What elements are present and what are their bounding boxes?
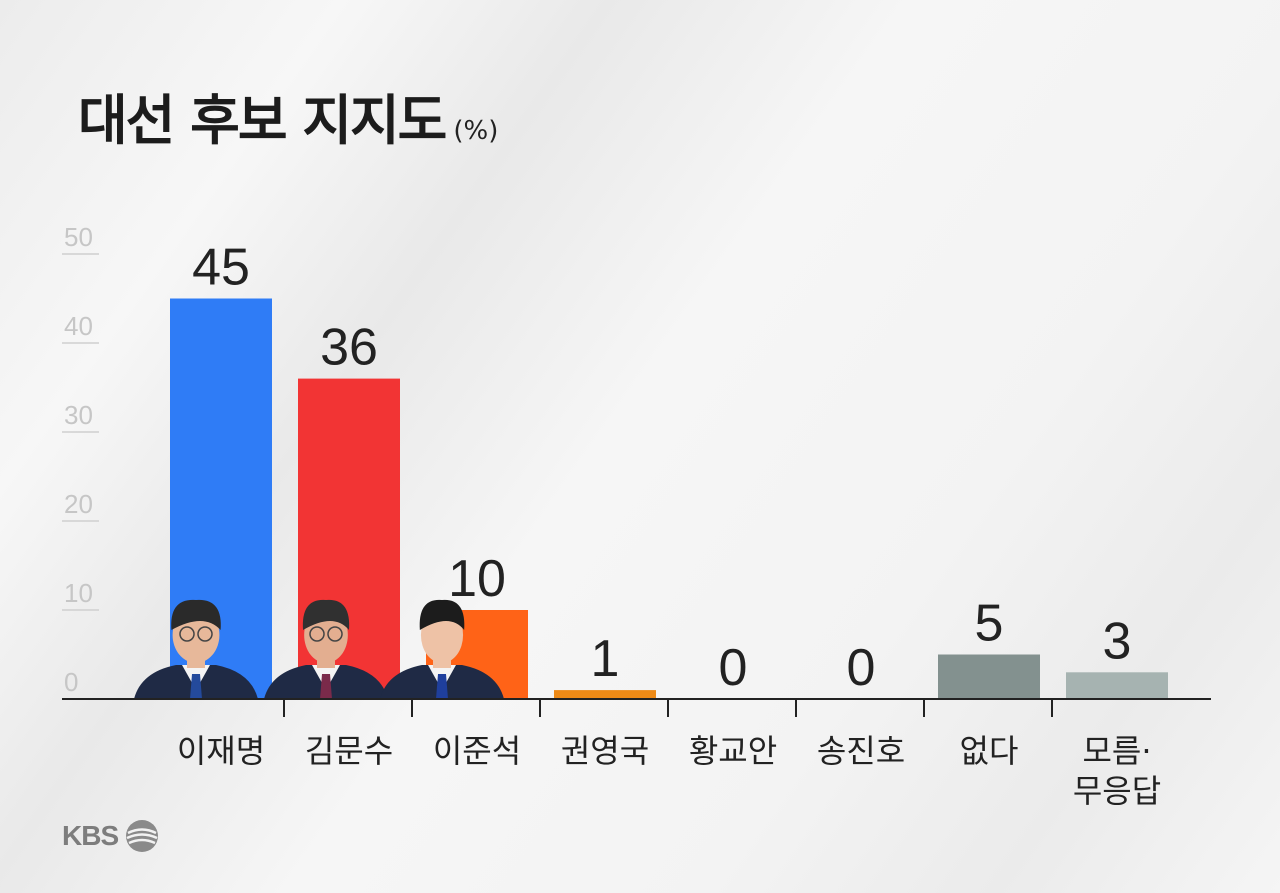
y-tick-label: 30 xyxy=(64,400,93,430)
kbs-globe-icon xyxy=(126,820,159,852)
chart-title-unit: (%) xyxy=(453,116,499,146)
candidate-photo xyxy=(134,599,258,699)
category-label: 이재명 xyxy=(177,732,265,770)
category-label: 김문수 xyxy=(305,732,393,770)
chart-title-text: 대선 후보 지지도 xyxy=(78,89,447,152)
value-label: 0 xyxy=(847,639,876,697)
y-tick-label: 50 xyxy=(64,222,93,252)
value-label: 10 xyxy=(448,550,506,608)
bar-권영국 xyxy=(554,690,656,699)
y-tick-label: 0 xyxy=(64,667,78,697)
kbs-logo-text: KBS xyxy=(62,820,119,851)
category-label: 없다 xyxy=(960,732,1019,770)
category-label: 권영국 xyxy=(561,732,649,770)
value-label: 0 xyxy=(719,639,748,697)
category-label: 모름· 무응답 xyxy=(1073,732,1161,810)
candidate-photo xyxy=(380,599,504,699)
value-label: 5 xyxy=(975,595,1004,653)
bar-없다 xyxy=(938,654,1040,699)
value-label: 36 xyxy=(320,319,378,377)
category-label: 송진호 xyxy=(817,732,905,770)
bar-모름·무응답 xyxy=(1066,672,1168,699)
kbs-logo: KBS xyxy=(62,818,160,854)
candidate-photo xyxy=(264,599,388,699)
category-label: 황교안 xyxy=(689,732,777,770)
value-label: 45 xyxy=(192,239,250,297)
y-tick-label: 20 xyxy=(64,489,93,519)
value-label: 3 xyxy=(1103,612,1132,670)
y-tick-label: 10 xyxy=(64,578,93,608)
value-label: 1 xyxy=(591,630,620,688)
chart-title: 대선 후보 지지도 (%) xyxy=(78,76,498,155)
y-tick-label: 40 xyxy=(64,311,93,341)
category-label: 이준석 xyxy=(433,732,521,770)
